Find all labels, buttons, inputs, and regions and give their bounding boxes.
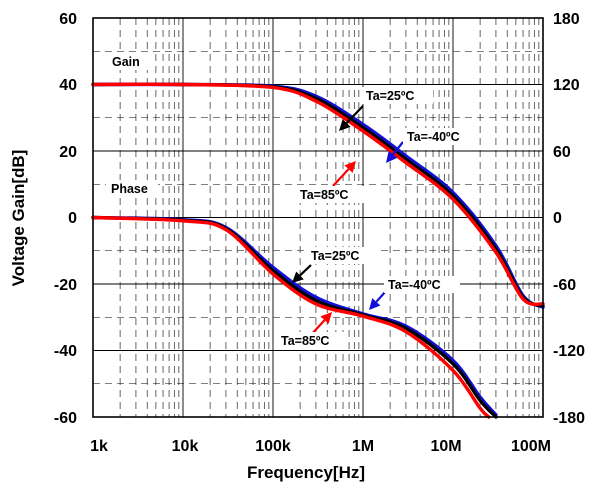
y2-axis-ticks: 180 120 60 0 -60 -120 -180 [553, 11, 585, 427]
label-background [106, 180, 158, 197]
gain-ta85-arrow [332, 161, 356, 187]
x-tick-label: 10M [430, 438, 461, 455]
y2-tick-label: -180 [553, 410, 585, 427]
gain-ta25-arrow [339, 105, 364, 131]
y-tick-label: 40 [59, 77, 77, 94]
y-tick-label: -20 [54, 277, 77, 294]
y2-tick-label: -120 [553, 343, 585, 360]
x-tick-label: 1k [90, 438, 108, 455]
gain-label: Gain [112, 55, 140, 69]
x-tick-label: 100k [255, 438, 291, 455]
x-tick-label: 1M [352, 438, 374, 455]
y-axis-title: Voltage Gain[dB] [9, 150, 28, 287]
series-phase-85c [91, 215, 491, 419]
y-tick-label: -60 [54, 410, 77, 427]
x-tick-label: 100M [511, 438, 551, 455]
label-background [307, 247, 378, 264]
x-axis-title: Frequency[Hz] [247, 463, 365, 482]
label-background [384, 276, 460, 293]
y-axis-ticks: 60 40 20 0 -20 -40 -60 [54, 11, 77, 427]
y2-tick-label: 0 [553, 210, 562, 227]
annotation-arrows [292, 105, 404, 337]
label-background [403, 128, 479, 145]
y-tick-label: 20 [59, 144, 77, 161]
label-background [277, 332, 347, 349]
annotation-labels: Gain Phase Ta=25ºC Ta=-40ºC Ta=85ºC Ta=2… [106, 53, 479, 349]
phase-ta25-label: Ta=25ºC [311, 249, 359, 263]
label-background [296, 186, 366, 203]
series-phase--40c [91, 215, 498, 417]
phase-ta25-arrow [292, 264, 312, 283]
y-tick-label: -40 [54, 343, 77, 360]
gain-ta85-label: Ta=85ºC [300, 188, 348, 202]
y2-tick-label: 120 [553, 77, 580, 94]
y2-tick-label: 60 [553, 144, 571, 161]
phase-ta-40-label: Ta=-40ºC [388, 278, 441, 292]
series-gain-85c [91, 82, 545, 307]
y2-tick-label: -60 [553, 277, 576, 294]
y-tick-label: 0 [68, 210, 77, 227]
gain-ta-40-label: Ta=-40ºC [407, 130, 460, 144]
gain-ta-40-arrow [386, 141, 404, 163]
label-background [362, 87, 433, 104]
x-axis-ticks: 1k 10k 100k 1M 10M 100M [90, 438, 551, 455]
y2-tick-label: 180 [553, 11, 580, 28]
curves [91, 82, 545, 419]
phase-ta-40-arrow [369, 290, 387, 310]
plot-frame [92, 17, 544, 418]
y-tick-label: 60 [59, 11, 77, 28]
x-tick-label: 10k [172, 438, 199, 455]
gain-ta25-label: Ta=25ºC [366, 89, 414, 103]
phase-label: Phase [111, 182, 148, 196]
phase-ta85-label: Ta=85ºC [281, 334, 329, 348]
label-background [107, 53, 148, 70]
